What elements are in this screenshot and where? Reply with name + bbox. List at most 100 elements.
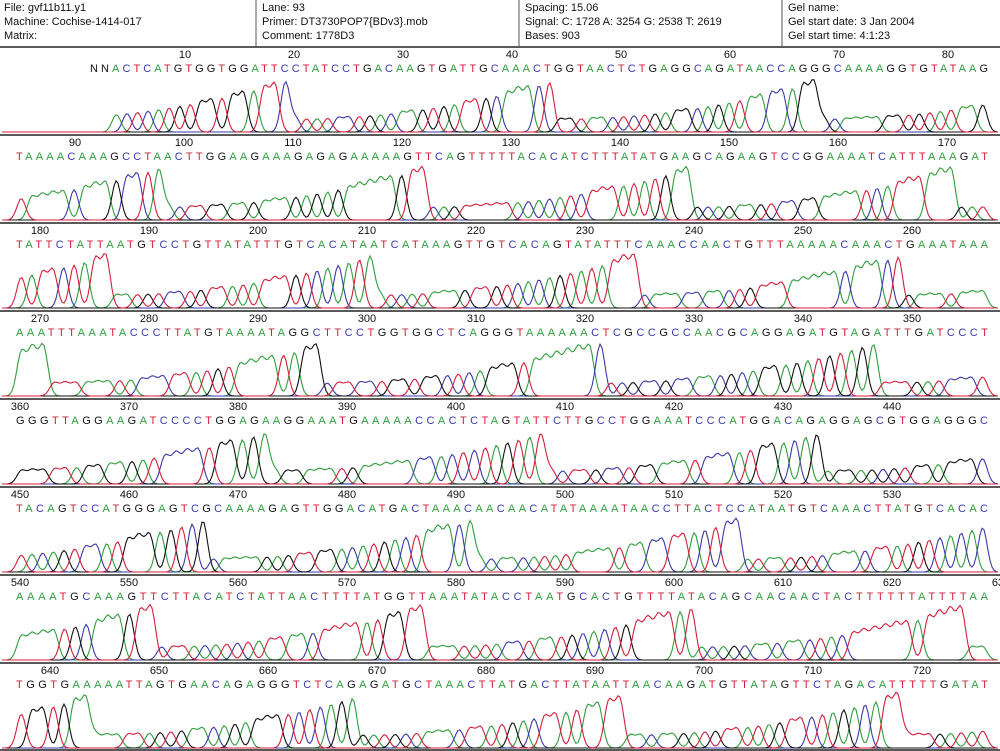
position-label: 450 <box>11 489 29 501</box>
position-label: 300 <box>358 313 376 325</box>
trace <box>2 700 998 749</box>
header-text: Machine: Cochise-1414-017 <box>4 16 142 28</box>
position-label: 40 <box>506 49 518 61</box>
position-label: 150 <box>720 137 738 149</box>
position-label: 60 <box>724 49 736 61</box>
position-label: 660 <box>259 665 277 677</box>
position-label: 270 <box>31 313 49 325</box>
position-label: 390 <box>338 401 356 413</box>
position-label: 630 <box>992 577 1000 589</box>
position-label: 410 <box>556 401 574 413</box>
header-text: Signal: C: 1728 A: 3254 G: 2538 T: 2619 <box>525 16 722 28</box>
position-label: 320 <box>576 313 594 325</box>
position-label: 710 <box>804 665 822 677</box>
position-label: 210 <box>358 225 376 237</box>
trace <box>2 603 998 661</box>
header-text: File: gvf11b11.y1 <box>4 2 86 14</box>
position-label: 690 <box>586 665 604 677</box>
header-text: Gel start time: 4:1:23 <box>788 30 890 42</box>
position-label: 110 <box>284 137 302 149</box>
header-text: Bases: 903 <box>525 30 580 42</box>
trace <box>2 343 998 397</box>
position-label: 250 <box>794 225 812 237</box>
trace <box>2 519 998 573</box>
position-label: 510 <box>665 489 683 501</box>
position-label: 490 <box>447 489 465 501</box>
position-label: 620 <box>883 577 901 589</box>
position-label: 580 <box>447 577 465 589</box>
position-label: 650 <box>150 665 168 677</box>
position-label: 590 <box>556 577 574 589</box>
position-label: 130 <box>502 137 520 149</box>
position-label: 420 <box>665 401 683 413</box>
trace <box>2 352 999 397</box>
position-label: 440 <box>883 401 901 413</box>
position-label: 610 <box>774 577 792 589</box>
position-label: 50 <box>615 49 627 61</box>
header-text: Spacing: 15.06 <box>525 2 598 14</box>
position-label: 670 <box>368 665 386 677</box>
position-label: 600 <box>665 577 683 589</box>
position-label: 120 <box>393 137 411 149</box>
header-text: Lane: 93 <box>262 2 305 14</box>
header-text: Gel start date: 3 Jan 2004 <box>788 16 915 28</box>
position-label: 720 <box>913 665 931 677</box>
position-label: 540 <box>11 577 29 589</box>
position-label: 100 <box>175 137 193 149</box>
position-label: 170 <box>938 137 956 149</box>
position-label: 90 <box>69 137 81 149</box>
position-label: 360 <box>11 401 29 413</box>
position-label: 350 <box>903 313 921 325</box>
position-label: 470 <box>229 489 247 501</box>
position-label: 400 <box>447 401 465 413</box>
position-label: 520 <box>774 489 792 501</box>
position-label: 700 <box>695 665 713 677</box>
header-text: Primer: DT3730POP7{BDv3}.mob <box>262 16 428 28</box>
trace <box>2 253 998 309</box>
trace <box>2 165 999 221</box>
position-label: 310 <box>467 313 485 325</box>
trace <box>2 526 998 573</box>
position-label: 530 <box>883 489 901 501</box>
position-label: 680 <box>477 665 495 677</box>
position-label: 340 <box>794 313 812 325</box>
position-label: 430 <box>774 401 792 413</box>
position-label: 500 <box>556 489 574 501</box>
header-text: Matrix: <box>4 30 37 42</box>
position-label: 480 <box>338 489 356 501</box>
position-label: 640 <box>41 665 59 677</box>
position-label: 570 <box>338 577 356 589</box>
position-label: 70 <box>833 49 845 61</box>
position-label: 20 <box>288 49 300 61</box>
position-label: 30 <box>397 49 409 61</box>
trace <box>2 691 999 749</box>
position-label: 190 <box>140 225 158 237</box>
position-label: 380 <box>229 401 247 413</box>
position-label: 230 <box>576 225 594 237</box>
trace <box>2 623 998 661</box>
position-label: 220 <box>467 225 485 237</box>
header-text: Gel name: <box>788 2 839 14</box>
position-label: 280 <box>140 313 158 325</box>
trace <box>2 433 998 485</box>
header-text: Comment: 1778D3 <box>262 30 354 42</box>
trace <box>2 81 998 133</box>
position-label: 260 <box>903 225 921 237</box>
position-label: 330 <box>685 313 703 325</box>
trace <box>2 80 998 133</box>
position-label: 160 <box>829 137 847 149</box>
position-label: 550 <box>120 577 138 589</box>
position-label: 370 <box>120 401 138 413</box>
position-label: 290 <box>249 313 267 325</box>
position-label: 240 <box>685 225 703 237</box>
